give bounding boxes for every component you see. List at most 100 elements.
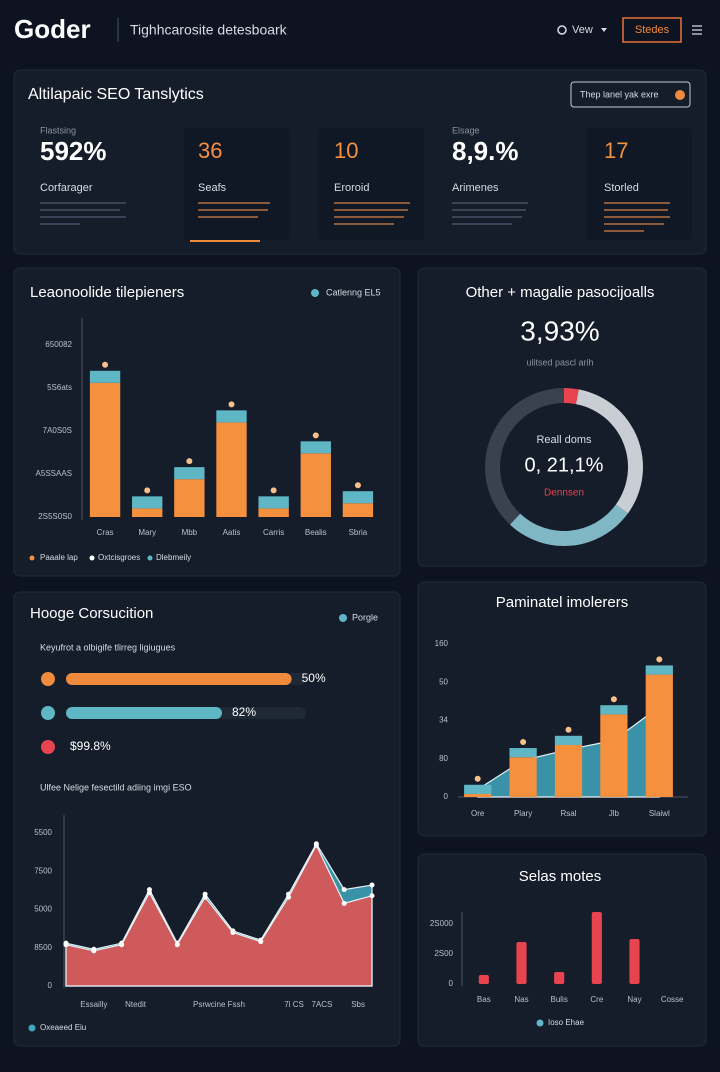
y-tick-label: 0 [48,981,53,990]
summary-title: Altilapaic SEO Tanslytics [28,86,204,103]
y-tick-label: 0 [449,979,454,988]
point [230,929,236,935]
bar [464,793,492,797]
bar [600,705,628,715]
x-tick-label: Sbria [349,528,368,537]
logo[interactable]: Goder [14,14,91,44]
legend-label: Ioso Ehae [548,1018,585,1027]
progress-dot [41,740,55,754]
header-button-label[interactable]: Stedes [635,24,670,36]
donut-segment [485,388,564,525]
x-tick-label: Nas [514,995,528,1004]
point [63,942,69,948]
bar [554,972,565,984]
bar [600,714,628,797]
y-tick-label: 5500 [34,828,52,837]
chart-title: Selas motes [519,868,602,885]
progress-label: 82% [232,705,256,719]
center-note: Dennsen [544,488,584,499]
point [369,893,375,899]
y-tick-label: 0 [444,792,449,801]
legend-label: Porgle [352,612,378,622]
bar [554,735,583,745]
x-tick-label: Bealis [305,528,327,537]
bar [174,479,205,517]
y-tick-label: 5000 [34,905,52,914]
kpi-name: Seafs [198,182,227,194]
bar [591,912,602,984]
view-menu[interactable]: Vew [572,24,593,36]
summary-button[interactable] [570,81,691,108]
bar-marker [228,401,235,408]
progress-dot [41,706,55,720]
bar [89,382,121,517]
y-tick-label: 5S6ats [47,383,72,392]
bar-marker [102,361,109,368]
y-tick-label: 650082 [45,340,72,349]
kpi-description [40,202,670,232]
y-tick-label: 160 [435,639,449,648]
bar [509,757,537,797]
x-tick-label: Mbb [182,528,198,537]
legend-swatch [339,614,347,622]
chart-title: Paminatel imolerers [496,594,629,611]
chart-title: Leaonoolide tilepieners [30,284,184,301]
x-tick-label: 7ACS [311,1000,332,1009]
x-tick-label: Plary [514,809,532,818]
bar-marker [144,487,151,494]
kpi-card [586,128,692,240]
progress-dot [41,672,55,686]
bar [464,784,492,794]
bar [89,370,121,383]
y-tick-label: 8500 [34,943,52,952]
kpi-value: 592% [40,136,107,166]
kpi-name: Arimenes [452,182,499,194]
progress-label: 50% [302,671,326,685]
bar-marker [186,458,193,465]
point [202,894,208,900]
bar [216,410,247,423]
point [258,939,264,945]
x-tick-label: Aatis [223,528,241,537]
summary-button-dot [675,90,685,100]
bar [516,942,527,984]
menu-icon[interactable] [692,25,702,35]
kpi-underline [190,240,260,242]
panel-subtitle: Keyufrot a olbigife tlirreg ligiugues [40,642,176,652]
header-button[interactable] [622,17,682,43]
kpi-label: Elsage [452,125,480,135]
progress-label: $99.8% [70,739,111,753]
bar [174,467,205,480]
legend-swatch [29,555,35,561]
point [174,942,180,948]
point [146,890,152,896]
bar-marker [565,726,572,733]
bar [645,674,673,797]
y-tick-label: 80 [439,754,448,763]
x-tick-label: Mary [138,528,156,537]
legend-label: Oxeaeed Eiu [40,1023,86,1032]
bar [132,508,163,517]
bar [629,939,640,984]
legend-label: Dlebmeily [156,553,191,562]
panel-title: Hooge Corsucition [30,605,153,622]
x-tick-label: Sbs [351,1000,365,1009]
bar-marker [610,696,617,703]
bar [300,453,331,517]
legend-swatch [89,555,95,561]
x-tick-label: Ore [471,809,485,818]
bar-marker [312,432,319,439]
point [369,882,375,888]
legend-swatch [28,1024,36,1032]
summary-button-label[interactable]: Thep lanel yak exre [580,89,659,99]
y-tick-label: 34 [439,716,448,725]
bar [478,975,489,984]
point [341,887,347,893]
bar-marker [520,739,527,746]
chart-title: Other + magalie pasocijoalls [466,284,655,301]
x-tick-label: Cras [97,528,114,537]
legend-label: Catlenng EL5 [326,287,381,297]
kpi-name: Corfarager [40,182,93,194]
